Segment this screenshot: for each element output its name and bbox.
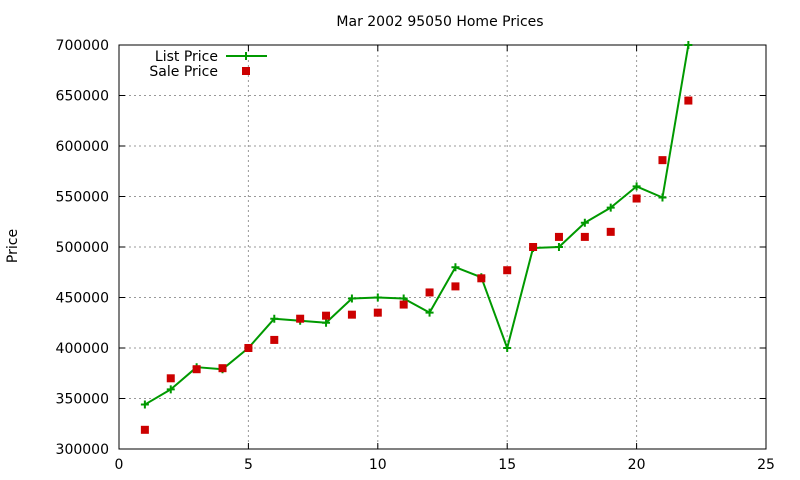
sale-price-point <box>322 311 331 320</box>
sale-price-point <box>373 308 382 317</box>
list-price-point <box>425 308 434 317</box>
list-price-point <box>632 182 641 191</box>
grid-lines <box>119 45 766 449</box>
sale-price-point <box>606 227 615 236</box>
legend-marker-list-price <box>242 52 250 60</box>
sale-price-point <box>451 282 460 291</box>
list-price-point <box>554 243 563 251</box>
x-tick-label: 15 <box>498 457 516 473</box>
sale-price-point <box>658 156 667 165</box>
list-price-point <box>140 400 149 409</box>
list-price-point <box>270 314 279 323</box>
sale-price-point <box>399 300 408 309</box>
y-tick-label: 700000 <box>56 38 109 54</box>
sale-price-point <box>192 365 201 374</box>
sale-price-point <box>218 364 227 373</box>
sale-price-point <box>244 344 253 352</box>
list-price-point <box>373 293 382 302</box>
list-price-point <box>658 193 667 202</box>
sale-price-point <box>529 243 538 251</box>
chart-title: Mar 2002 95050 Home Prices <box>336 14 543 30</box>
x-tick-label: 5 <box>244 457 253 473</box>
y-tick-label: 600000 <box>56 139 109 155</box>
sale-price-point <box>503 266 512 275</box>
y-tick-label: 500000 <box>56 240 109 256</box>
series-layer <box>140 41 693 434</box>
y-tick-label: 400000 <box>56 341 109 357</box>
list-price-point <box>684 41 693 49</box>
x-tick-label: 25 <box>757 457 775 473</box>
y-tick-label: 650000 <box>56 89 109 105</box>
list-price-point <box>503 344 512 352</box>
sale-price-point <box>270 335 279 344</box>
sale-price-point <box>554 232 563 241</box>
x-tick-label: 20 <box>628 457 646 473</box>
legend-marker-sale-price <box>242 67 250 75</box>
y-tick-label: 300000 <box>56 442 109 458</box>
x-tick-label: 0 <box>115 457 124 473</box>
axis-ticks: 0 5 10 15 20 25 300000 350000 400000 450000 500000… <box>56 38 775 473</box>
y-tick-label: 450000 <box>56 291 109 307</box>
list-price-point <box>451 263 460 272</box>
sale-price-point <box>296 314 305 323</box>
series-line-list-price <box>144 44 690 406</box>
list-price-point <box>322 318 331 327</box>
sale-price-point <box>632 194 641 203</box>
list-price-point <box>166 385 175 394</box>
legend: List Price Sale Price <box>149 49 267 80</box>
legend-label-sale-price: Sale Price <box>149 64 218 80</box>
list-price-point <box>606 203 615 212</box>
x-tick-label: 10 <box>369 457 387 473</box>
sale-price-point <box>477 274 486 283</box>
list-price-point <box>580 218 589 227</box>
list-price-point <box>347 294 356 303</box>
legend-label-list-price: List Price <box>155 49 218 65</box>
sale-price-point <box>580 232 589 241</box>
y-tick-label: 350000 <box>56 392 109 408</box>
sale-price-point <box>684 96 693 105</box>
y-tick-label: 550000 <box>56 190 109 206</box>
y-axis-title: Price <box>5 229 21 263</box>
sale-price-point <box>347 310 356 319</box>
sale-price-point <box>425 288 434 297</box>
sale-price-point <box>140 425 149 434</box>
sale-price-point <box>166 374 175 383</box>
